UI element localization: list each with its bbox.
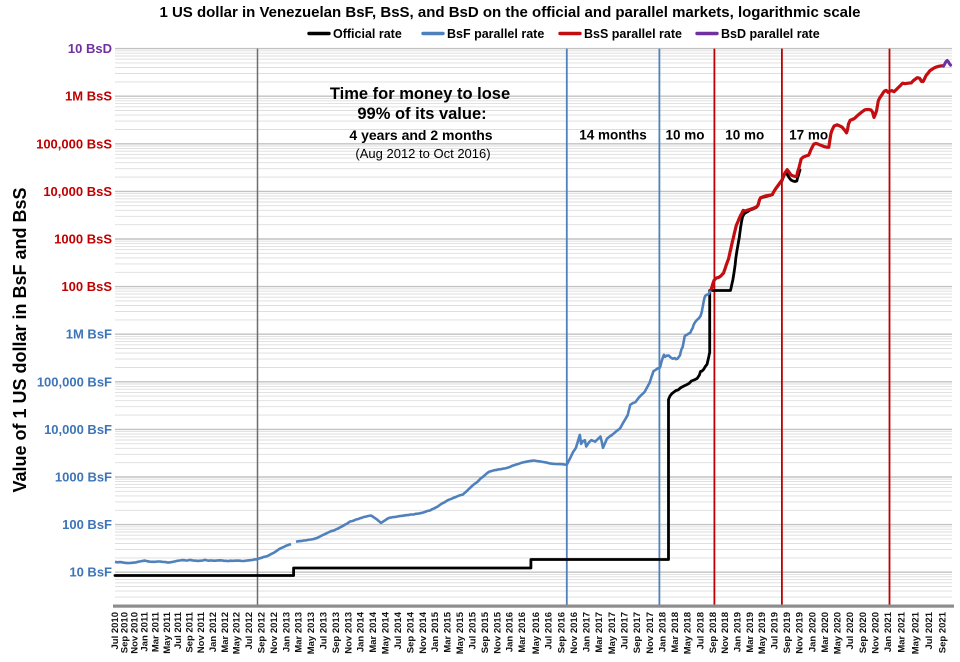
svg-text:Value of 1 US dollar in BsF an: Value of 1 US dollar in BsF and BsS — [10, 187, 30, 492]
svg-text:Sep 2017: Sep 2017 — [632, 612, 643, 653]
svg-text:Mar 2014: Mar 2014 — [368, 611, 379, 652]
svg-text:Sep 2015: Sep 2015 — [480, 611, 491, 653]
svg-text:Time for money to lose: Time for money to lose — [330, 85, 510, 103]
svg-text:Nov 2015: Nov 2015 — [492, 611, 503, 653]
svg-text:Jul 2016: Jul 2016 — [544, 612, 555, 650]
svg-text:BsD parallel rate: BsD parallel rate — [721, 27, 820, 41]
svg-text:Nov 2012: Nov 2012 — [269, 612, 280, 654]
svg-text:Nov 2019: Nov 2019 — [795, 612, 806, 654]
svg-text:Sep 2019: Sep 2019 — [782, 612, 793, 653]
svg-text:10,000 BsF: 10,000 BsF — [44, 422, 112, 437]
svg-text:BsS parallel rate: BsS parallel rate — [584, 27, 682, 41]
svg-text:4 years and 2 months: 4 years and 2 months — [349, 127, 492, 143]
svg-text:Nov 2016: Nov 2016 — [569, 612, 580, 654]
svg-text:17 mo: 17 mo — [789, 128, 828, 143]
svg-text:Jul 2012: Jul 2012 — [244, 612, 255, 650]
svg-text:10,000 BsS: 10,000 BsS — [43, 184, 112, 199]
svg-text:10 mo: 10 mo — [725, 128, 764, 143]
svg-text:May 2021: May 2021 — [910, 611, 921, 654]
svg-text:Jul 2015: Jul 2015 — [467, 611, 478, 649]
svg-text:Sep 2010: Sep 2010 — [120, 612, 131, 653]
svg-text:Jan 2018: Jan 2018 — [657, 612, 668, 652]
svg-text:Jan 2011: Jan 2011 — [140, 611, 151, 651]
svg-text:Jul 2010: Jul 2010 — [110, 612, 121, 650]
svg-text:Jan 2013: Jan 2013 — [281, 612, 292, 652]
svg-text:May 2012: May 2012 — [232, 612, 243, 654]
svg-text:May 2015: May 2015 — [455, 611, 466, 654]
svg-text:Sep 2018: Sep 2018 — [708, 612, 719, 653]
svg-text:May 2019: May 2019 — [757, 612, 768, 654]
svg-text:May 2013: May 2013 — [306, 612, 317, 654]
svg-text:Mar 2012: Mar 2012 — [220, 612, 231, 653]
svg-text:Jan 2017: Jan 2017 — [582, 612, 593, 652]
svg-text:100 BsS: 100 BsS — [61, 279, 112, 294]
svg-text:14 months: 14 months — [579, 128, 647, 143]
svg-text:Nov 2010: Nov 2010 — [130, 612, 141, 654]
svg-text:Mar 2019: Mar 2019 — [745, 612, 756, 653]
svg-text:Jul 2019: Jul 2019 — [769, 612, 780, 650]
svg-text:10 BsD: 10 BsD — [68, 41, 112, 56]
svg-text:Sep 2012: Sep 2012 — [256, 612, 267, 653]
svg-text:Jan 2019: Jan 2019 — [733, 612, 744, 652]
svg-text:100,000 BsF: 100,000 BsF — [37, 374, 112, 389]
svg-text:Jul 2014: Jul 2014 — [393, 611, 404, 649]
svg-text:1M BsS: 1M BsS — [65, 89, 112, 104]
svg-text:Sep 2016: Sep 2016 — [556, 612, 567, 653]
svg-text:Jan 2021: Jan 2021 — [883, 611, 894, 652]
svg-text:May 2017: May 2017 — [607, 612, 618, 654]
svg-text:May 2016: May 2016 — [531, 612, 542, 654]
svg-text:Sep 2013: Sep 2013 — [331, 612, 342, 653]
svg-text:1000 BsS: 1000 BsS — [54, 232, 112, 247]
svg-text:May 2018: May 2018 — [683, 612, 694, 654]
svg-text:Mar 2020: Mar 2020 — [820, 612, 831, 653]
svg-text:Jul 2017: Jul 2017 — [620, 612, 631, 650]
svg-text:Mar 2015: Mar 2015 — [443, 611, 454, 652]
svg-text:(Aug 2012 to Oct 2016): (Aug 2012 to Oct 2016) — [355, 146, 490, 161]
svg-text:Nov 2017: Nov 2017 — [645, 612, 656, 654]
svg-text:Jan 2014: Jan 2014 — [356, 611, 367, 652]
svg-text:Sep 2014: Sep 2014 — [405, 611, 416, 653]
svg-text:1000 BsF: 1000 BsF — [55, 470, 112, 485]
svg-text:BsF parallel rate: BsF parallel rate — [447, 27, 544, 41]
svg-text:May 2014: May 2014 — [381, 611, 392, 654]
svg-text:10 BsF: 10 BsF — [69, 565, 112, 580]
svg-text:Mar 2018: Mar 2018 — [670, 612, 681, 653]
svg-text:Mar 2011: Mar 2011 — [151, 611, 162, 652]
svg-text:Nov 2020: Nov 2020 — [870, 612, 881, 654]
svg-text:10 mo: 10 mo — [665, 128, 704, 143]
svg-text:Jan 2012: Jan 2012 — [208, 612, 219, 652]
svg-text:May 2020: May 2020 — [833, 612, 844, 654]
svg-text:Nov 2014: Nov 2014 — [418, 611, 429, 653]
svg-text:Mar 2017: Mar 2017 — [594, 612, 605, 653]
svg-text:Jul 2018: Jul 2018 — [695, 612, 706, 650]
svg-text:Jul 2020: Jul 2020 — [845, 612, 856, 650]
svg-text:Official rate: Official rate — [333, 27, 402, 41]
svg-text:Mar 2021: Mar 2021 — [897, 611, 908, 652]
svg-text:Nov 2013: Nov 2013 — [343, 612, 354, 654]
svg-text:Nov 2011: Nov 2011 — [196, 611, 207, 653]
svg-text:Nov 2018: Nov 2018 — [720, 612, 731, 654]
svg-text:May 2011: May 2011 — [162, 611, 173, 653]
svg-text:Mar 2013: Mar 2013 — [294, 612, 305, 653]
svg-text:Sep 2020: Sep 2020 — [858, 612, 869, 653]
svg-text:Sep 2021: Sep 2021 — [938, 611, 949, 653]
svg-text:1 US dollar in Venezuelan BsF,: 1 US dollar in Venezuelan BsF, BsS, and … — [159, 4, 860, 21]
svg-text:1M BsF: 1M BsF — [66, 327, 112, 342]
svg-text:Jan 2015: Jan 2015 — [430, 611, 441, 652]
svg-text:Jan 2016: Jan 2016 — [505, 612, 516, 652]
svg-text:Jul 2021: Jul 2021 — [924, 611, 935, 649]
svg-text:100,000 BsS: 100,000 BsS — [36, 136, 112, 151]
svg-text:100 BsF: 100 BsF — [62, 517, 112, 532]
svg-text:Mar 2016: Mar 2016 — [517, 612, 528, 653]
svg-text:Sep 2011: Sep 2011 — [184, 611, 195, 652]
svg-text:99% of its value:: 99% of its value: — [357, 105, 486, 123]
svg-text:Jul 2011: Jul 2011 — [173, 611, 184, 649]
svg-text:Jul 2013: Jul 2013 — [319, 612, 330, 650]
svg-text:Jan 2020: Jan 2020 — [807, 612, 818, 652]
